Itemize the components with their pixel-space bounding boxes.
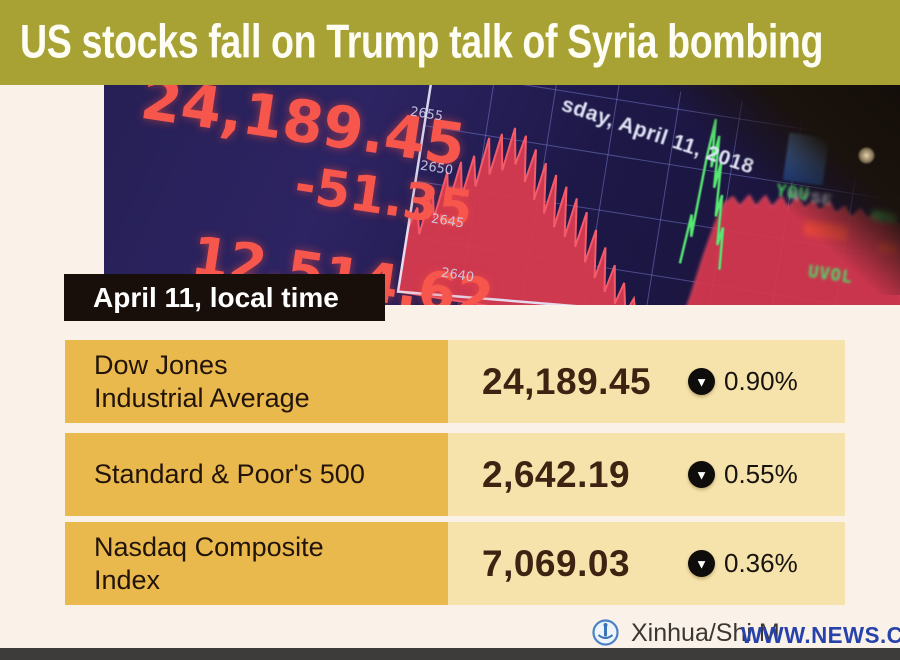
date-label-box: April 11, local time <box>64 274 385 321</box>
index-value: 7,069.03 <box>482 542 631 584</box>
down-triangle-icon: ▼ <box>688 368 715 395</box>
stock-board-photo: 24,189.45 -51.35 12,514.62 2655 2650 264… <box>104 85 900 305</box>
index-name: Standard & Poor's 500 <box>65 433 448 516</box>
index-name-line1: Nasdaq Composite <box>94 531 324 562</box>
price-area-left <box>396 127 673 305</box>
index-name-line1: Dow Jones <box>94 349 228 380</box>
index-name-line1: Standard & Poor's 500 <box>94 459 365 489</box>
headline-banner: US stocks fall on Trump talk of Syria bo… <box>0 0 900 85</box>
xinhua-logo-icon <box>592 619 619 646</box>
photo-corner-shadow <box>650 85 900 295</box>
down-triangle-icon: ▼ <box>688 461 715 488</box>
change-percent: 0.36% <box>724 548 798 578</box>
index-value-cell: 7,069.03 ▼ 0.36% <box>448 522 845 605</box>
index-name: Nasdaq Composite Index <box>65 522 448 605</box>
index-value-cell: 2,642.19 ▼ 0.55% <box>448 433 845 516</box>
index-name-line2: Index <box>94 564 161 595</box>
index-value: 2,642.19 <box>482 453 631 495</box>
index-value: 24,189.45 <box>482 360 652 402</box>
table-row: Standard & Poor's 500 2,642.19 ▼ 0.55% <box>65 433 845 516</box>
news-cn-watermark: WWW.NEWS.CN <box>741 622 900 648</box>
index-name: Dow Jones Industrial Average <box>65 340 448 423</box>
chart-axis-line <box>396 85 900 305</box>
index-name-line2: Industrial Average <box>94 382 310 413</box>
table-row: Dow Jones Industrial Average 24,189.45 ▼… <box>65 340 845 423</box>
table-row: Nasdaq Composite Index 7,069.03 ▼ 0.36% <box>65 522 845 605</box>
photo-credit: Xinhua/Shi M <box>631 619 780 647</box>
light-reflection <box>858 147 875 164</box>
change-percent: 0.90% <box>724 366 798 396</box>
page-title: US stocks fall on Trump talk of Syria bo… <box>20 13 824 67</box>
change-percent: 0.55% <box>724 459 798 489</box>
index-value-cell: 24,189.45 ▼ 0.90% <box>448 340 845 423</box>
down-triangle-icon: ▼ <box>688 550 715 577</box>
bottom-bar <box>0 648 900 660</box>
